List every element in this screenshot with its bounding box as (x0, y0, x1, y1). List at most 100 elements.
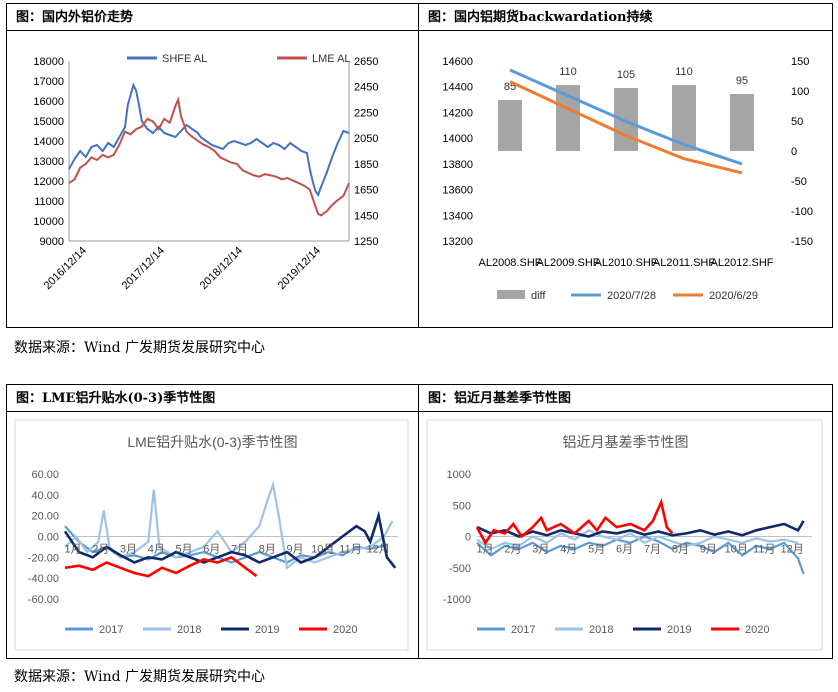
x-tick-label: 3月 (532, 544, 549, 556)
left-tick-label: 12000 (33, 176, 64, 188)
panel-lme-spread: 图：LME铝升贴水(0-3)季节性图 LME铝升贴水(0-3)季节性图 60.00… (6, 384, 419, 659)
right-tick-label: 2450 (354, 82, 378, 94)
x-tick-label: 6月 (616, 544, 633, 556)
right-tick-label: 150 (791, 56, 809, 68)
series-line-2018 (64, 480, 394, 570)
x-tick-label: 2月 (504, 544, 521, 556)
right-tick-label: 100 (791, 86, 809, 98)
x-tick-label: AL2012.SHF (711, 257, 774, 269)
legend-label: diff (531, 290, 546, 302)
legend-label: 2020 (745, 624, 769, 636)
left-tick-label: 14400 (442, 82, 473, 94)
left-tick-label: 14200 (442, 107, 473, 119)
legend-label: 2018 (177, 624, 201, 636)
legend-label: SHFE AL (162, 53, 207, 65)
y-tick-label: 500 (453, 500, 471, 512)
chart-backwardation: 14600 14400 14200 14000 13800 13600 13400 13200… (442, 56, 813, 302)
series-line-2019 (476, 520, 805, 538)
series-line-2020/7/28 (509, 68, 743, 166)
x-tick-label: 4月 (560, 544, 577, 556)
right-tick-label: 2250 (354, 107, 378, 119)
series-line-2020 (475, 497, 674, 546)
x-tick-label: 4月 (148, 544, 165, 556)
left-tick-label: 14000 (442, 133, 473, 145)
left-tick-label: 13200 (442, 236, 473, 248)
left-tick-label: 16000 (33, 96, 64, 108)
right-tick-label: -100 (791, 206, 813, 218)
x-tick-label: 5月 (588, 544, 605, 556)
left-tick-label: 13400 (442, 210, 473, 222)
x-tick-label: 11月 (753, 544, 775, 556)
y-tick-label: 60.00 (31, 469, 59, 481)
left-tick-label: 13800 (442, 159, 473, 171)
series-line-2019 (63, 510, 397, 569)
y-tick-label: 0 (465, 532, 471, 544)
panel-title: 图：国内铝期货backwardation持续 (419, 4, 832, 31)
right-tick-label: -50 (791, 176, 807, 188)
y-tick-label: -40.00 (28, 573, 59, 585)
legend-label: LME AL (312, 53, 351, 65)
legend-swatch (497, 290, 525, 299)
legend-label: 2017 (511, 624, 535, 636)
diff-data-label: 95 (736, 75, 748, 87)
legend-label: 2020/7/28 (607, 290, 656, 302)
x-tick-label: 5月 (175, 544, 192, 556)
x-tick-label: 3月 (120, 544, 137, 556)
legend-label: 2020 (333, 624, 357, 636)
chart-basis-seasonal: 铝近月基差季节性图 1000 500 0 -500 -1000 1月 2月 3月 4月 5月 6月 7月… (426, 419, 823, 651)
right-tick-label: 0 (791, 146, 797, 158)
series-line-2017 (476, 535, 805, 575)
x-tick-label: 7月 (231, 544, 248, 556)
x-tick-label: 6月 (203, 544, 220, 556)
diff-data-label: 110 (559, 66, 577, 78)
source-note: 数据来源：Wind 广发期货发展研究中心 (14, 669, 266, 685)
series-line-lme-al (68, 96, 350, 217)
diff-bar (614, 88, 638, 151)
diff-bar (730, 94, 754, 151)
x-tick-label: 2019/12/14 (276, 245, 323, 292)
x-tick-label: 2月 (92, 544, 109, 556)
y-tick-label: -1000 (443, 594, 471, 606)
chart-title: 铝近月基差季节性图 (563, 434, 689, 450)
legend-label: 2019 (255, 624, 279, 636)
x-tick-label: 12月 (780, 544, 803, 556)
x-tick-label: 10月 (311, 544, 334, 556)
panel-basis: 图：铝近月基差季节性图 铝近月基差季节性图 1000 500 0 -500 -1000 1月… (418, 384, 833, 659)
source-note: 数据来源：Wind 广发期货发展研究中心 (14, 340, 266, 356)
left-tick-label: 14000 (33, 136, 64, 148)
legend-label: 2019 (667, 624, 691, 636)
left-tick-label: 13600 (442, 185, 473, 197)
x-tick-label: AL2011.SHF (653, 257, 715, 269)
panel-backwardation: 图：国内铝期货backwardation持续 14600 14400 14200 14… (418, 3, 833, 328)
left-tick-label: 14600 (442, 56, 473, 68)
chart-price-trend: SHFE AL LME AL 18000 17000 16000 15000 14000 13… (33, 53, 378, 292)
right-tick-label: 1450 (354, 210, 378, 222)
series-line-2018 (476, 529, 799, 551)
panel-title: 图：LME铝升贴水(0-3)季节性图 (7, 385, 418, 412)
y-tick-label: -20.00 (28, 552, 59, 564)
panel-title: 图：国内外铝价走势 (7, 4, 418, 31)
right-tick-label: 2050 (354, 133, 378, 145)
x-tick-label: 10月 (725, 544, 748, 556)
x-tick-label: 9月 (700, 544, 717, 556)
series-line-shfe-al (68, 82, 350, 198)
x-tick-label: 2018/12/14 (198, 245, 245, 292)
chart-lme-seasonal: LME铝升贴水(0-3)季节性图 60.00 40.00 20.00 0.00 -20.0… (14, 419, 409, 651)
right-tick-label: -150 (791, 236, 813, 248)
x-tick-label: 8月 (672, 544, 689, 556)
right-tick-label: 1850 (354, 159, 378, 171)
x-tick-label: AL2009.SHF (537, 257, 600, 269)
right-tick-label: 50 (791, 116, 803, 128)
x-tick-label: 9月 (286, 544, 303, 556)
chart-title: LME铝升贴水(0-3)季节性图 (127, 434, 297, 450)
left-tick-label: 18000 (33, 56, 64, 68)
panel-domestic-foreign-price: 图：国内外铝价走势 SHFE AL LME AL 18000 17000 16000 15… (6, 3, 419, 328)
right-tick-label: 1250 (354, 236, 378, 248)
left-tick-label: 9000 (40, 236, 64, 248)
legend-label: 2017 (99, 624, 123, 636)
y-tick-label: 0.00 (38, 532, 59, 544)
left-tick-label: 11000 (34, 196, 64, 208)
y-tick-label: 40.00 (31, 490, 59, 502)
y-tick-label: 1000 (447, 469, 471, 481)
right-tick-label: 2650 (354, 56, 378, 68)
